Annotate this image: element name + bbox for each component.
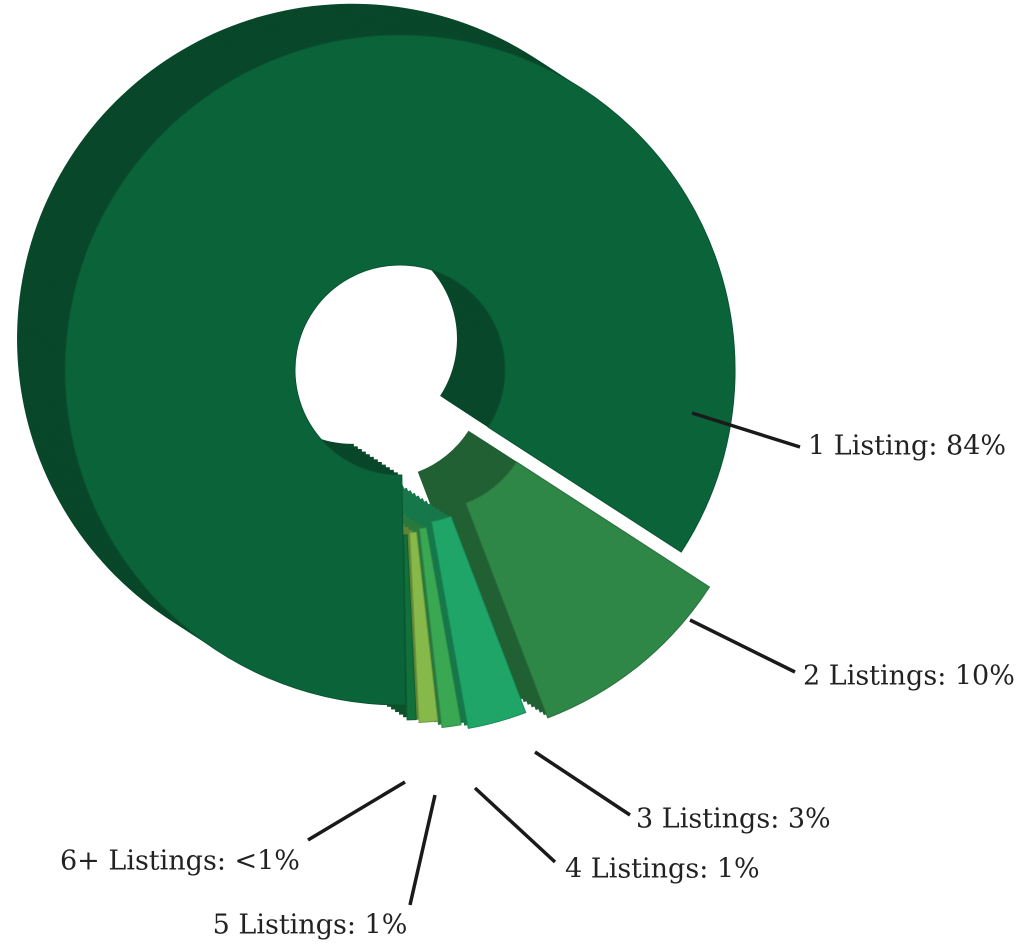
slice-label: 4 Listings: 1% [565,854,760,885]
slice-label: 5 Listings: 1% [213,910,408,941]
slice-label: 6+ Listings: <1% [60,846,300,877]
leader-line [689,618,796,674]
slice [431,515,527,729]
slice [403,534,417,721]
leader-line [408,794,437,906]
leader-line [473,786,557,864]
slice [409,531,439,724]
slice [419,527,462,729]
slice [64,34,736,706]
slice [465,461,711,719]
slice-label: 1 Listing: 84% [808,431,1006,462]
slice-label: 3 Listings: 3% [636,804,831,835]
leader-line [307,780,406,842]
slice-label: 2 Listings: 10% [803,661,1015,692]
leader-line [691,411,801,449]
leader-line [534,750,631,817]
